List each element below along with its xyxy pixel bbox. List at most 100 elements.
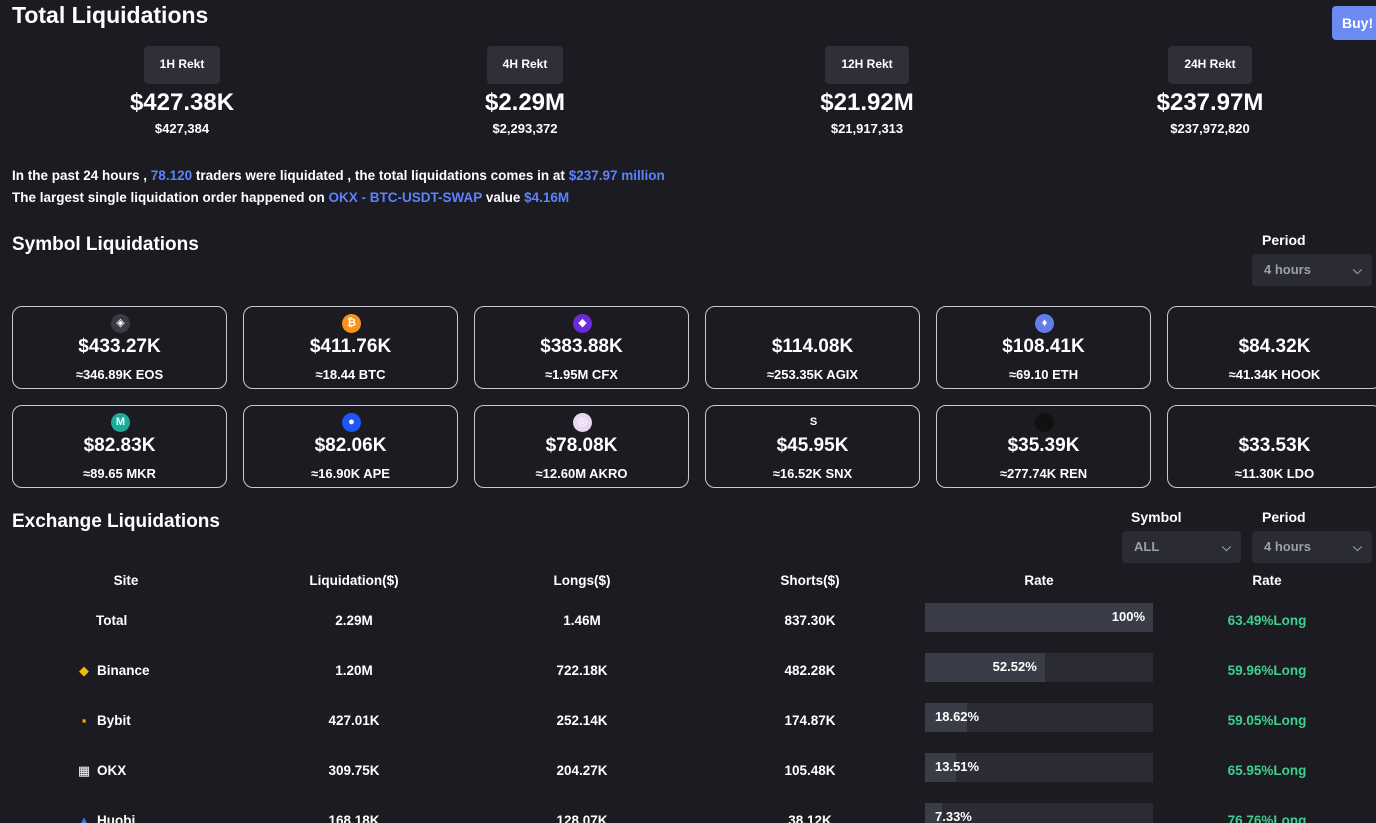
- symbol-amount: ≈18.44 BTC: [315, 367, 386, 382]
- symbol-value: $108.41K: [1002, 336, 1085, 357]
- okx-icon: ▦: [77, 763, 91, 778]
- long-rate: 65.95%Long: [1227, 763, 1307, 778]
- symbol-card[interactable]: ◈ $433.27K ≈346.89K EOS: [12, 306, 227, 389]
- symbol-amount: ≈346.89K EOS: [75, 367, 164, 382]
- site-name[interactable]: Huobi: [97, 813, 136, 823]
- symbol-value: $433.27K: [78, 336, 161, 357]
- rekt-12h: 12H Rekt $21.92M $21,917,313: [747, 46, 987, 138]
- shorts-value: 837.30K: [784, 613, 836, 628]
- page-title: Total Liquidations: [12, 2, 209, 28]
- total-liquidation: $237.97 million: [568, 168, 665, 183]
- symbol-card[interactable]: $84.32K ≈41.34K HOOK: [1167, 306, 1376, 389]
- col-liquidation[interactable]: Liquidation($): [309, 573, 399, 588]
- symbol-value: $82.06K: [314, 435, 387, 456]
- long-rate: 76.76%Long: [1227, 813, 1307, 823]
- symbol-value: $33.53K: [1238, 435, 1311, 456]
- exchange-period-select[interactable]: 4 hours ⌵: [1252, 531, 1372, 563]
- symbol-card[interactable]: ◆ $383.88K ≈1.95M CFX: [474, 306, 689, 389]
- mkr-icon: M: [111, 413, 130, 432]
- longs-value: 252.14K: [556, 713, 608, 728]
- summary-text: traders were liquidated , the total liqu…: [195, 168, 565, 183]
- rekt-short-value: $21.92M: [820, 89, 914, 116]
- chevron-down-icon: ⌵: [1221, 540, 1231, 554]
- symbol-amount: ≈89.65 MKR: [83, 466, 156, 481]
- rate-bar: 13.51%: [925, 753, 1153, 782]
- symbol-card[interactable]: ● $82.06K ≈16.90K APE: [243, 405, 458, 488]
- long-rate: 59.05%Long: [1227, 713, 1307, 728]
- symbol-value: $45.95K: [776, 435, 849, 456]
- eth-icon: ♦: [1035, 314, 1054, 333]
- col-rate[interactable]: Rate: [1024, 573, 1054, 588]
- symbol-card[interactable]: ₿ $411.76K ≈18.44 BTC: [243, 306, 458, 389]
- longs-value: 128.07K: [556, 813, 608, 823]
- symbol-card[interactable]: $35.39K ≈277.74K REN: [936, 405, 1151, 488]
- rekt-short-value: $427.38K: [129, 89, 235, 116]
- symbol-value: $383.88K: [540, 336, 623, 357]
- summary-line-1: In the past 24 hours , 78.120 traders we…: [12, 168, 665, 183]
- shorts-value: 482.28K: [784, 663, 836, 678]
- rekt-full-value: $237,972,820: [1170, 121, 1250, 136]
- site-name[interactable]: OKX: [97, 763, 127, 778]
- exchange-symbol-select[interactable]: ALL ⌵: [1122, 531, 1241, 563]
- symbol-card[interactable]: M $82.83K ≈89.65 MKR: [12, 405, 227, 488]
- rekt-full-value: $21,917,313: [830, 121, 904, 136]
- snx-icon: S: [804, 413, 823, 432]
- rate-bar-fill: [925, 803, 942, 823]
- period-label: Period: [1262, 232, 1306, 248]
- rekt-4h: 4H Rekt $2.29M $2,293,372: [405, 46, 645, 138]
- rekt-label[interactable]: 12H Rekt: [825, 46, 909, 84]
- liquidation-value: 309.75K: [328, 763, 380, 778]
- rate-percent: 13.51%: [935, 759, 980, 774]
- ren-icon: [1035, 413, 1054, 432]
- symbol-value: $35.39K: [1007, 435, 1080, 456]
- rate-bar: 18.62%: [925, 703, 1153, 732]
- symbol-amount: ≈11.30K LDO: [1234, 466, 1315, 481]
- site-name[interactable]: Binance: [97, 663, 150, 678]
- symbol-card[interactable]: $33.53K ≈11.30K LDO: [1167, 405, 1376, 488]
- summary-text: In the past 24 hours ,: [12, 168, 148, 183]
- longs-value: 204.27K: [556, 763, 608, 778]
- symbol-value: $82.83K: [83, 435, 156, 456]
- rekt-short-value: $237.97M: [1156, 89, 1264, 116]
- liquidation-value: 427.01K: [328, 713, 380, 728]
- exchange-section-title: Exchange Liquidations: [12, 511, 220, 532]
- rekt-label[interactable]: 4H Rekt: [486, 46, 564, 84]
- hook-icon: [1266, 314, 1285, 333]
- symbol-card[interactable]: ♦ $108.41K ≈69.10 ETH: [936, 306, 1151, 389]
- rekt-label[interactable]: 1H Rekt: [143, 46, 221, 84]
- traders-count: 78.120: [150, 168, 193, 183]
- symbol-period-select[interactable]: 4 hours ⌵: [1252, 254, 1372, 286]
- symbol-card[interactable]: ◎ $78.08K ≈12.60M AKRO: [474, 405, 689, 488]
- rate-bar-fill: [925, 703, 968, 732]
- col-long-rate[interactable]: Rate: [1252, 573, 1282, 588]
- rate-bar: 100%: [925, 603, 1153, 632]
- col-site[interactable]: Site: [113, 573, 139, 588]
- select-value: ALL: [1134, 539, 1160, 554]
- symbol-card[interactable]: S $45.95K ≈16.52K SNX: [705, 405, 920, 488]
- long-rate: 63.49%Long: [1227, 613, 1307, 628]
- chevron-down-icon: ⌵: [1352, 263, 1362, 277]
- huobi-icon: ▲: [77, 813, 91, 823]
- symbol-card[interactable]: $114.08K ≈253.35K AGIX: [705, 306, 920, 389]
- rekt-1h: 1H Rekt $427.38K $427,384: [62, 46, 302, 138]
- symbol-amount: ≈277.74K REN: [999, 466, 1088, 481]
- symbol-amount: ≈253.35K AGIX: [766, 367, 859, 382]
- symbol-section-title: Symbol Liquidations: [12, 234, 199, 255]
- akro-icon: ◎: [573, 413, 592, 432]
- largest-pair-link[interactable]: OKX - BTC-USDT-SWAP: [328, 190, 483, 205]
- rekt-label[interactable]: 24H Rekt: [1168, 46, 1252, 84]
- col-longs[interactable]: Longs($): [553, 573, 611, 588]
- eos-icon: ◈: [111, 314, 130, 333]
- symbol-value: $84.32K: [1238, 336, 1311, 357]
- rate-bar-fill: [925, 753, 956, 782]
- site-name[interactable]: Bybit: [97, 713, 131, 728]
- liquidation-value: 1.20M: [335, 663, 373, 678]
- rate-bar-fill: [925, 653, 1045, 682]
- col-shorts[interactable]: Shorts($): [780, 573, 840, 588]
- liquidation-value: 2.29M: [335, 613, 373, 628]
- rate-percent: 100%: [1111, 609, 1145, 624]
- buy-button[interactable]: Buy!: [1332, 6, 1376, 40]
- cfx-icon: ◆: [573, 314, 592, 333]
- symbol-value: $78.08K: [545, 435, 618, 456]
- agix-icon: [804, 314, 823, 333]
